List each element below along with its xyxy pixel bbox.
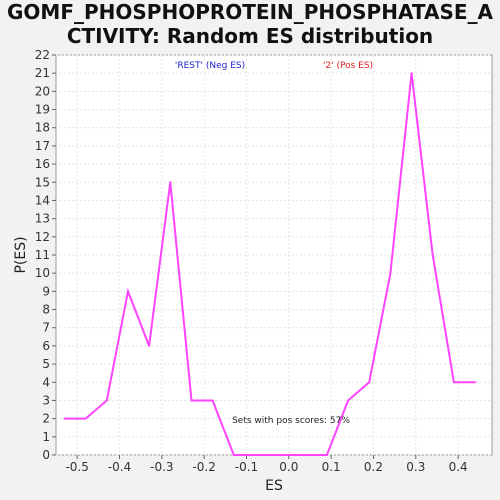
y-tick-label: 11 xyxy=(35,248,50,262)
data-point xyxy=(325,454,328,456)
data-point xyxy=(105,399,108,402)
chart-title-line-2: CTIVITY: Random ES distribution xyxy=(66,24,434,48)
x-tick-label: 0.0 xyxy=(279,460,298,474)
y-tick-label: 17 xyxy=(35,139,50,153)
x-tick-label: 0.3 xyxy=(406,460,425,474)
chart-title: GOMF_PHOSPHOPROTEIN_PHOSPHATASE_A CTIVIT… xyxy=(0,0,500,48)
y-tick-label: 2 xyxy=(42,412,50,426)
y-tick-label: 8 xyxy=(42,303,50,317)
data-point xyxy=(296,454,299,456)
data-point xyxy=(347,399,350,402)
y-tick-label: 0 xyxy=(42,448,50,462)
data-point xyxy=(275,454,278,456)
y-tick-label: 22 xyxy=(35,48,50,62)
pos-scores-annotation: Sets with pos scores: 57% xyxy=(232,416,350,426)
x-tick-label: -0.4 xyxy=(108,460,131,474)
y-tick-label: 5 xyxy=(42,357,50,371)
x-axis-label: ES xyxy=(265,478,283,494)
data-point xyxy=(389,272,392,275)
data-point xyxy=(368,381,371,384)
data-point xyxy=(253,454,256,456)
x-tick-label: 0.2 xyxy=(364,460,383,474)
data-point xyxy=(452,381,455,384)
y-tick-label: 16 xyxy=(35,157,50,171)
chart-title-line-1: GOMF_PHOSPHOPROTEIN_PHOSPHATASE_A xyxy=(7,0,493,24)
x-tick-label: -0.3 xyxy=(150,460,173,474)
y-tick-label: 18 xyxy=(35,121,50,135)
y-tick-label: 19 xyxy=(35,103,50,117)
y-tick-label: 4 xyxy=(42,375,50,389)
data-point xyxy=(410,72,413,75)
x-tick-label: -0.5 xyxy=(65,460,88,474)
data-point xyxy=(317,454,320,456)
data-point xyxy=(211,399,214,402)
y-tick-label: 6 xyxy=(42,339,50,353)
x-tick-label: -0.1 xyxy=(235,460,258,474)
y-tick-label: 3 xyxy=(42,393,50,407)
y-tick-label: 9 xyxy=(42,284,50,298)
y-axis-label: P(ES) xyxy=(13,236,29,273)
y-tick-label: 1 xyxy=(42,430,50,444)
y-tick-label: 12 xyxy=(35,230,50,244)
data-point xyxy=(148,344,151,347)
series-layer xyxy=(63,72,477,456)
legend-entry-pos: '2' (Pos ES) xyxy=(323,61,373,71)
y-tick-label: 14 xyxy=(35,193,50,207)
y-tick-label: 15 xyxy=(35,175,50,189)
y-tick-label: 10 xyxy=(35,266,50,280)
data-point xyxy=(63,417,66,420)
data-point xyxy=(169,181,172,184)
legend-entry-rest: 'REST' (Neg ES) xyxy=(175,61,245,71)
data-point xyxy=(474,381,477,384)
x-tick-label: -0.2 xyxy=(192,460,215,474)
data-point xyxy=(232,454,235,456)
data-point xyxy=(126,290,129,293)
data-point xyxy=(190,399,193,402)
y-tick-label: 20 xyxy=(35,84,50,98)
y-tick-label: 7 xyxy=(42,321,50,335)
x-tick-label: 0.4 xyxy=(449,460,468,474)
axes: 012345678910111213141516171819202122-0.5… xyxy=(35,48,468,474)
y-tick-label: 21 xyxy=(35,66,50,80)
data-point xyxy=(431,254,434,256)
y-tick-label: 13 xyxy=(35,212,50,226)
grid-lines xyxy=(56,54,492,456)
x-tick-label: 0.1 xyxy=(322,460,341,474)
data-point xyxy=(84,417,87,420)
